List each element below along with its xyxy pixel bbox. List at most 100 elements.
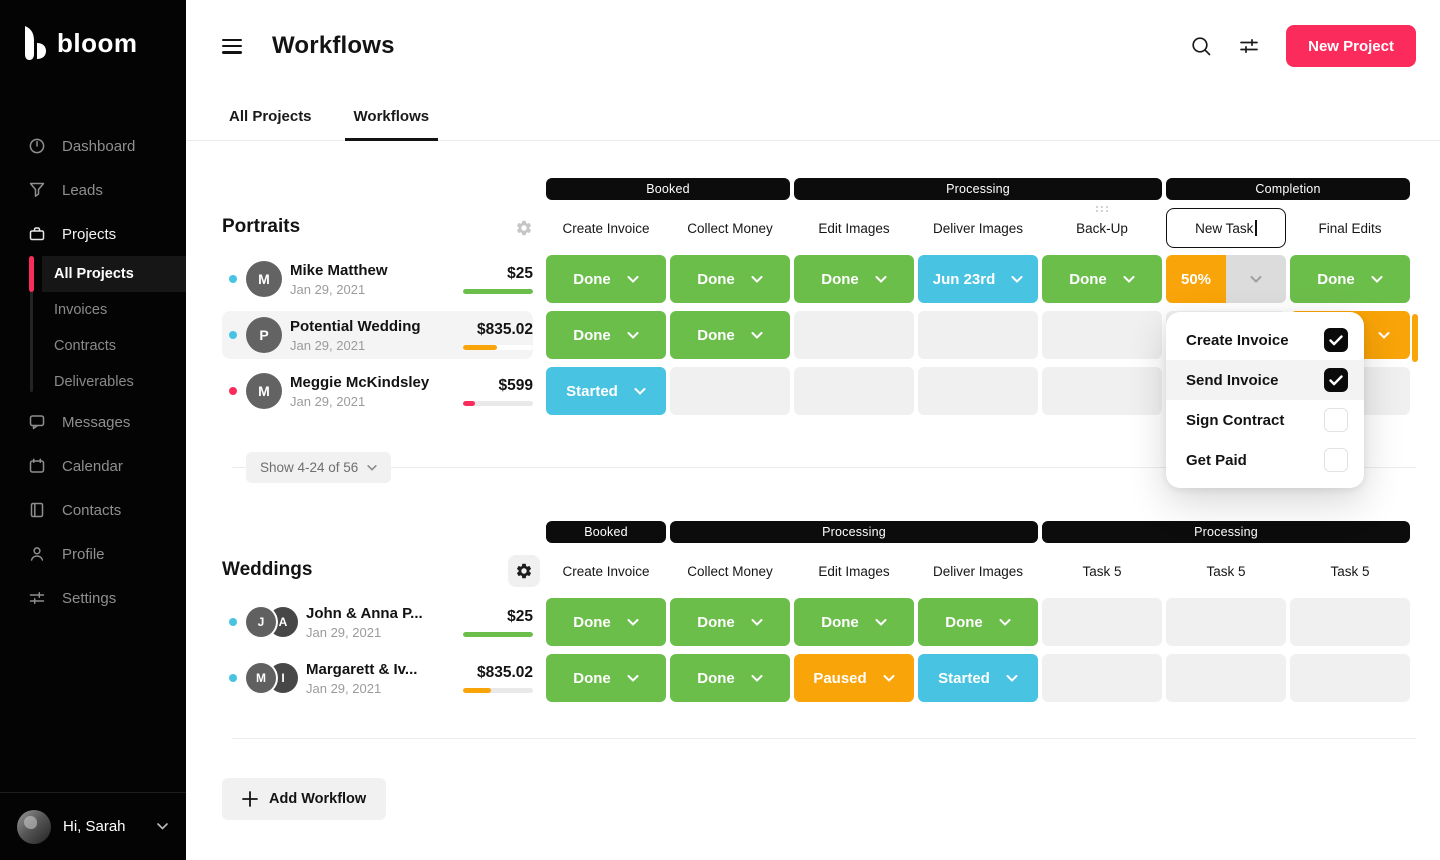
calendar-icon xyxy=(28,457,46,475)
status-button[interactable]: Done xyxy=(1290,255,1410,303)
empty-status-cell[interactable] xyxy=(670,367,790,415)
top-bar-actions: New Project xyxy=(1184,25,1416,67)
status-button[interactable]: Done xyxy=(670,311,790,359)
sidebar-subitem-label: Contracts xyxy=(54,338,117,354)
sidebar-item-label: Settings xyxy=(62,589,117,607)
sidebar-subitem-all-projects[interactable]: All Projects xyxy=(0,256,186,292)
sidebar-item-contacts[interactable]: Contacts xyxy=(0,488,186,532)
status-button[interactable]: Done xyxy=(546,311,666,359)
tab-workflows[interactable]: Workflows xyxy=(344,102,439,141)
sidebar-item-projects[interactable]: Projects xyxy=(0,212,186,256)
sidebar-item-dashboard[interactable]: Dashboard xyxy=(0,124,186,168)
checkbox-unchecked[interactable] xyxy=(1324,408,1348,432)
status-button[interactable]: Done xyxy=(918,598,1038,646)
new-task-input[interactable]: New Task xyxy=(1166,208,1286,248)
sidebar-subitem-invoices[interactable]: Invoices xyxy=(0,292,186,328)
top-bar: Workflows New Project xyxy=(186,0,1440,92)
empty-status-cell[interactable] xyxy=(1042,654,1162,702)
project-name: Margarett & Iv... xyxy=(306,660,418,678)
empty-status-cell[interactable] xyxy=(1290,598,1410,646)
status-button[interactable]: Done xyxy=(794,598,914,646)
chat-icon xyxy=(28,413,46,431)
search-icon[interactable] xyxy=(1184,29,1218,63)
sidebar-item-leads[interactable]: Leads xyxy=(0,168,186,212)
column-label: Task 5 xyxy=(1330,563,1370,579)
project-card[interactable]: M Meggie McKindsley Jan 29, 2021 $599 xyxy=(222,367,533,415)
chevron-down-icon xyxy=(157,823,168,830)
gear-icon[interactable] xyxy=(508,555,540,587)
add-workflow-button[interactable]: Add Workflow xyxy=(222,778,387,820)
empty-status-cell[interactable] xyxy=(1290,654,1410,702)
project-card[interactable]: M Mike Matthew Jan 29, 2021 $25 xyxy=(222,255,533,303)
user-avatar xyxy=(17,809,51,844)
divider xyxy=(232,467,1416,468)
empty-status-cell[interactable] xyxy=(1042,598,1162,646)
progress-bar xyxy=(463,631,533,637)
status-button[interactable]: Done xyxy=(546,255,666,303)
popup-item-send-invoice[interactable]: Send Invoice xyxy=(1166,360,1364,400)
empty-status-cell[interactable] xyxy=(1166,654,1286,702)
avatar: P xyxy=(246,317,282,353)
status-button[interactable]: Started xyxy=(918,654,1038,702)
status-dot xyxy=(229,618,237,626)
gear-icon[interactable] xyxy=(515,219,533,237)
empty-status-cell[interactable] xyxy=(918,367,1038,415)
project-price: $25 xyxy=(507,607,533,625)
filter-icon[interactable] xyxy=(1232,29,1266,63)
status-button[interactable]: Done xyxy=(546,654,666,702)
sidebar-item-settings[interactable]: Settings xyxy=(0,576,186,620)
sidebar-item-profile[interactable]: Profile xyxy=(0,532,186,576)
status-dot xyxy=(229,387,237,395)
tab-all-projects[interactable]: All Projects xyxy=(229,108,312,125)
status-button[interactable]: Jun 23rd xyxy=(918,255,1038,303)
drag-handle-icon[interactable] xyxy=(1095,205,1109,212)
checkbox-unchecked[interactable] xyxy=(1324,448,1348,472)
portraits-column-labels: Create Invoice Collect Money Edit Images… xyxy=(546,205,1410,248)
project-price: $599 xyxy=(498,376,533,394)
sidebar-item-calendar[interactable]: Calendar xyxy=(0,444,186,488)
status-button[interactable]: Done xyxy=(670,598,790,646)
status-button[interactable]: Started xyxy=(546,367,666,415)
project-price: $25 xyxy=(507,264,533,282)
status-dot xyxy=(229,331,237,339)
empty-status-cell[interactable] xyxy=(1042,367,1162,415)
empty-status-cell[interactable] xyxy=(794,367,914,415)
progress-status-button[interactable]: 50% xyxy=(1166,255,1286,303)
status-button[interactable]: Done xyxy=(670,255,790,303)
check-icon xyxy=(1329,374,1343,385)
progress-bar xyxy=(463,288,533,294)
status-button[interactable]: Done xyxy=(794,255,914,303)
plus-icon xyxy=(242,791,258,807)
project-card[interactable]: J A John & Anna P... Jan 29, 2021 $25 xyxy=(222,598,533,646)
popup-item-sign-contract[interactable]: Sign Contract xyxy=(1166,400,1364,440)
user-greeting: Hi, Sarah xyxy=(63,818,126,835)
weddings-section: Weddings Booked Processing Processing Cr… xyxy=(222,521,1440,702)
bloom-logo-icon xyxy=(22,26,48,60)
pagination-dropdown[interactable]: Show 4-24 of 56 xyxy=(246,452,392,483)
sidebar-item-messages[interactable]: Messages xyxy=(0,400,186,444)
table-row: J A John & Anna P... Jan 29, 2021 $25 Do… xyxy=(222,598,1440,646)
popup-item-create-invoice[interactable]: Create Invoice xyxy=(1166,320,1364,360)
status-cells: Done Done Done Jun 23rd Done 50% Done xyxy=(546,255,1410,303)
checkbox-checked[interactable] xyxy=(1324,328,1348,352)
menu-icon[interactable] xyxy=(222,38,242,54)
divider-row xyxy=(222,738,1440,739)
empty-status-cell[interactable] xyxy=(794,311,914,359)
empty-status-cell[interactable] xyxy=(1042,311,1162,359)
sidebar-subitem-deliverables[interactable]: Deliverables xyxy=(0,364,186,400)
new-project-button[interactable]: New Project xyxy=(1286,25,1416,67)
popup-item-get-paid[interactable]: Get Paid xyxy=(1166,440,1364,480)
project-card[interactable]: M I Margarett & Iv... Jan 29, 2021 $835.… xyxy=(222,654,533,702)
status-cells: Done Done Done Done xyxy=(546,598,1410,646)
status-button[interactable]: Done xyxy=(670,654,790,702)
sidebar-subitem-contracts[interactable]: Contracts xyxy=(0,328,186,364)
status-button[interactable]: Paused xyxy=(794,654,914,702)
sidebar-item-label: Dashboard xyxy=(62,137,136,155)
empty-status-cell[interactable] xyxy=(1166,598,1286,646)
project-card[interactable]: P Potential Wedding Jan 29, 2021 $835.02 xyxy=(222,311,533,359)
status-button[interactable]: Done xyxy=(1042,255,1162,303)
status-button[interactable]: Done xyxy=(546,598,666,646)
checkbox-checked[interactable] xyxy=(1324,368,1348,392)
user-menu[interactable]: Hi, Sarah xyxy=(0,792,186,860)
empty-status-cell[interactable] xyxy=(918,311,1038,359)
